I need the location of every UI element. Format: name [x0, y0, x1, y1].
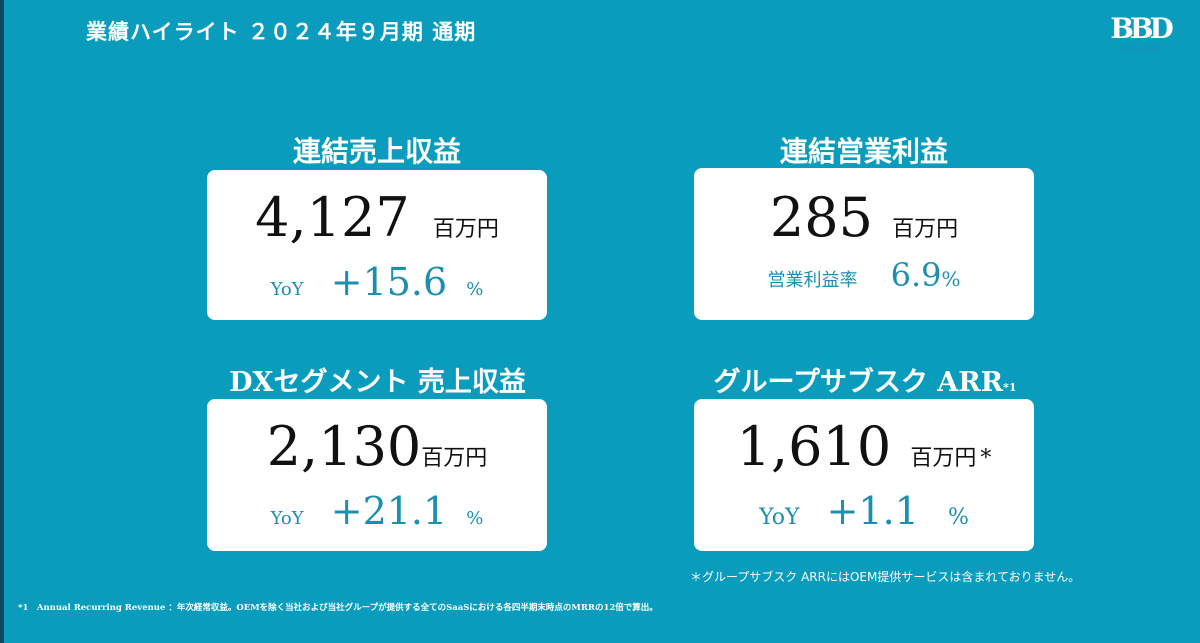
- arr-yoy-percent: %: [947, 505, 969, 530]
- profit-unit: 百万円: [892, 217, 959, 242]
- company-logo: BBD Initiative: [1110, 12, 1174, 64]
- card-dx-segment-revenue: 2,130百万円 YoY +21.1 %: [207, 399, 547, 551]
- card-title-operating-profit: 連結営業利益: [779, 135, 948, 168]
- arr-unit: 百万円: [910, 446, 977, 471]
- card-consolidated-revenue: 4,127 百万円 YoY +15.6 %: [207, 170, 547, 320]
- revenue-yoy-label: YoY: [270, 279, 304, 300]
- revenue-yoy-percent: %: [466, 279, 484, 300]
- profit-margin-value: 6.9: [890, 256, 942, 294]
- dx-revenue-value: 2,130: [266, 415, 422, 478]
- profit-value: 285: [769, 186, 873, 249]
- arr-unit-asterisk: *: [980, 446, 992, 471]
- arr-exclusion-note: ＊グループサブスク ARRにはOEM提供サービスは含まれておりません。: [690, 570, 1081, 584]
- arr-title-text: グループサブスク ARR: [713, 367, 1004, 398]
- dx-revenue-unit: 百万円: [421, 446, 488, 471]
- dx-yoy-label: YoY: [270, 508, 304, 529]
- profit-margin-percent: %: [941, 267, 961, 291]
- left-accent-bar: [0, 0, 4, 643]
- arr-value: 1,610: [736, 415, 892, 478]
- arr-yoy-label: YoY: [759, 505, 800, 530]
- profit-margin-label: 営業利益率: [767, 270, 858, 291]
- page-title: 業績ハイライト ２０２４年９月期 通期: [86, 19, 477, 44]
- arr-footnote: *1 Annual Recurring Revenue ：年次経常収益。OEMを…: [18, 603, 658, 613]
- card-title-dx-segment-revenue: DXセグメント 売上収益: [229, 367, 526, 398]
- logo-mark: BBD: [1110, 12, 1174, 45]
- card-title-group-subscription-arr: グループサブスク ARR*1: [690, 360, 1040, 399]
- card-operating-profit: 285 百万円 営業利益率 6.9%: [694, 168, 1034, 320]
- logo-subtext: Initiative: [1120, 44, 1160, 54]
- card-group-subscription-arr: 1,610 百万円 * YoY +1.1 %: [694, 399, 1034, 551]
- revenue-unit: 百万円: [432, 217, 499, 242]
- dx-yoy-value: +21.1: [330, 489, 448, 533]
- revenue-value: 4,127: [255, 186, 410, 249]
- arr-footnote-marker: *1: [1003, 381, 1017, 394]
- dx-yoy-percent: %: [466, 508, 484, 529]
- card-title-consolidated-revenue: 連結売上収益: [292, 135, 461, 168]
- arr-yoy-value: +1.1: [826, 489, 919, 533]
- revenue-yoy-value: +15.6: [330, 260, 448, 304]
